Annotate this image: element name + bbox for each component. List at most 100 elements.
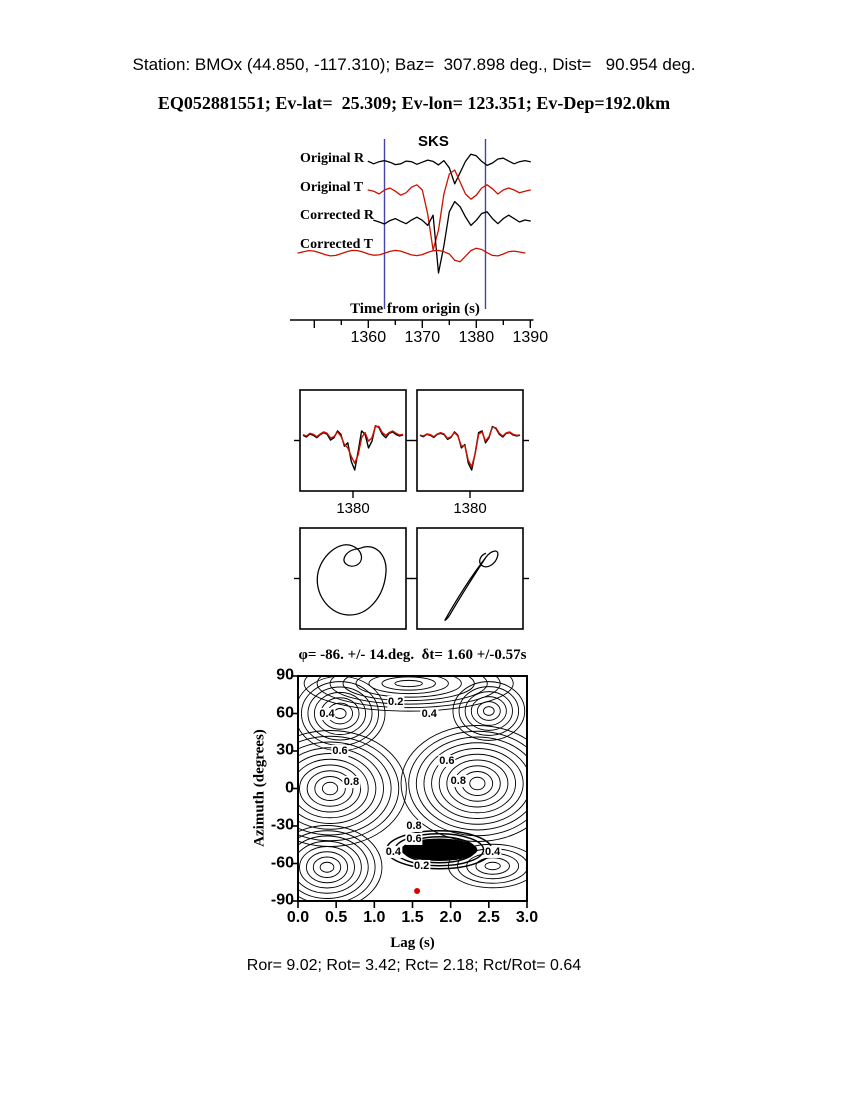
event-header: EQ052881551; Ev-lat= 25.309; Ev-lon= 123… xyxy=(157,93,671,113)
panel-border xyxy=(416,389,524,492)
azimuth-tick-label: -30 xyxy=(270,816,294,834)
contour-line xyxy=(355,676,462,698)
panel-border xyxy=(299,527,407,630)
contour-line xyxy=(452,681,526,741)
azimuth-tick-label: 60 xyxy=(276,704,294,722)
error-surface-panel: φ= -86. +/- 14.deg. δt= 1.60 +/-0.57s 0.… xyxy=(271,647,580,926)
contour-line xyxy=(298,840,362,894)
trace-original-r xyxy=(367,153,531,185)
contour-line xyxy=(431,748,524,819)
pulse-comparison-right-plot xyxy=(411,389,529,498)
lag-axis-title: Lag (s) xyxy=(390,935,435,951)
particle-motion-left-panel xyxy=(292,526,414,656)
station-header: Station: BMOx (44.850, -117.310); Baz= 3… xyxy=(132,55,696,74)
contour-line xyxy=(381,676,436,691)
contour-line xyxy=(321,781,339,796)
contour-level-label: 0.8 xyxy=(449,774,467,788)
time-axis-tick-labels: 1360 1370 1380 1390 xyxy=(280,130,570,370)
particle-motion-path xyxy=(316,544,387,616)
pulse-left-tick-label: 1380 xyxy=(336,500,370,517)
trace-original-t xyxy=(367,169,531,251)
contour-line xyxy=(313,691,367,736)
waveform-panel: Original R Original T Corrected R Correc… xyxy=(280,130,570,370)
contour-line xyxy=(464,691,513,731)
contour-line xyxy=(298,741,392,836)
contour-line xyxy=(483,706,495,716)
time-tick-label: 1360 xyxy=(350,329,387,346)
contour-line xyxy=(299,846,355,889)
contour-line xyxy=(470,696,507,726)
lag-tick-label: 0.5 xyxy=(325,909,348,926)
contour-line xyxy=(447,843,527,889)
time-axis-title: Time from origin (s) xyxy=(350,301,480,317)
contour-line xyxy=(458,686,520,736)
azimuth-axis-title: Azimuth (degrees) xyxy=(251,729,268,847)
contour-line xyxy=(299,764,362,813)
pulse-comparison-left-panel: 1380 xyxy=(292,388,414,518)
contour-level-label: 0.2 xyxy=(387,696,405,709)
error-surface-plot xyxy=(291,675,528,908)
particle-motion-left-plot xyxy=(294,527,412,630)
particle-motion-right-panel xyxy=(409,526,531,656)
trace-corrected-r xyxy=(373,200,531,274)
lag-tick-label: 3.0 xyxy=(515,909,539,926)
lag-tick-label: 2.5 xyxy=(477,909,500,926)
azimuth-tick-label: 0 xyxy=(285,779,294,797)
trace-label-original-r: Original R xyxy=(300,151,365,166)
phase-label: SKS xyxy=(418,133,449,150)
contour-line xyxy=(300,681,379,746)
contour-line xyxy=(298,735,400,842)
contour-line xyxy=(415,736,527,831)
contour-level-label: 0.4 xyxy=(384,846,403,859)
waveform-plot xyxy=(290,139,534,328)
lag-tick-label: 1.5 xyxy=(401,909,424,926)
particle-motion-path xyxy=(444,550,499,621)
azimuth-tick-label: 90 xyxy=(276,666,294,684)
contour-line xyxy=(305,851,349,884)
contour-level-label: 0.6 xyxy=(405,832,423,845)
pulse-trace-slow xyxy=(419,426,521,468)
contour-line xyxy=(298,758,369,819)
pulse-comparison-right-panel: 1380 xyxy=(409,388,531,518)
contour-level-label: 0.6 xyxy=(438,754,456,768)
trace-corrected-t xyxy=(297,247,526,263)
time-tick-label: 1370 xyxy=(404,329,441,346)
contour-line xyxy=(329,676,488,705)
energy-ratio-stats: Ror= 9.02; Rot= 3.42; Rct= 2.18; Rct/Rot… xyxy=(246,957,582,974)
contour-line xyxy=(446,759,509,808)
contour-line xyxy=(314,776,346,801)
contour-line xyxy=(306,770,354,807)
contour-line xyxy=(307,686,373,741)
pulse-right-tick-label: 1380 xyxy=(453,500,487,517)
contour-level-label: 0.4 xyxy=(318,707,336,720)
best-fit-marker xyxy=(414,888,421,894)
contour-line xyxy=(342,676,475,702)
contour-level-label: 0.2 xyxy=(413,859,431,873)
particle-motion-right-plot xyxy=(411,527,529,630)
trace-label-corrected-r: Corrected R xyxy=(300,208,374,223)
contour-level-label: 0.8 xyxy=(342,776,361,789)
lag-tick-label: 1.0 xyxy=(363,909,386,926)
contour-line xyxy=(408,730,527,837)
trace-label-corrected-t: Corrected T xyxy=(300,237,373,252)
result-title: φ= -86. +/- 14.deg. δt= 1.60 +/-0.57s xyxy=(298,647,527,663)
contour-line xyxy=(319,861,335,873)
contour-line xyxy=(312,856,342,878)
azimuth-tick-label: 30 xyxy=(276,741,294,759)
contour-line xyxy=(303,676,514,712)
contour-line xyxy=(298,747,384,830)
lag-tick-label: 2.0 xyxy=(439,909,462,926)
contour-line xyxy=(298,830,376,901)
panel-border xyxy=(299,389,407,492)
contour-line xyxy=(423,742,527,825)
contour-line xyxy=(298,825,383,901)
azimuth-tick-label: -90 xyxy=(270,891,294,909)
contour-level-label: 0.4 xyxy=(420,707,438,720)
contour-line xyxy=(484,861,501,871)
pulse-trace-slow xyxy=(302,425,404,464)
contour-level-label: 0.6 xyxy=(331,744,349,758)
trace-label-original-t: Original T xyxy=(300,180,364,195)
contour-line xyxy=(368,676,449,695)
contour-line xyxy=(469,776,486,791)
lag-tick-label: 0.0 xyxy=(286,909,310,926)
